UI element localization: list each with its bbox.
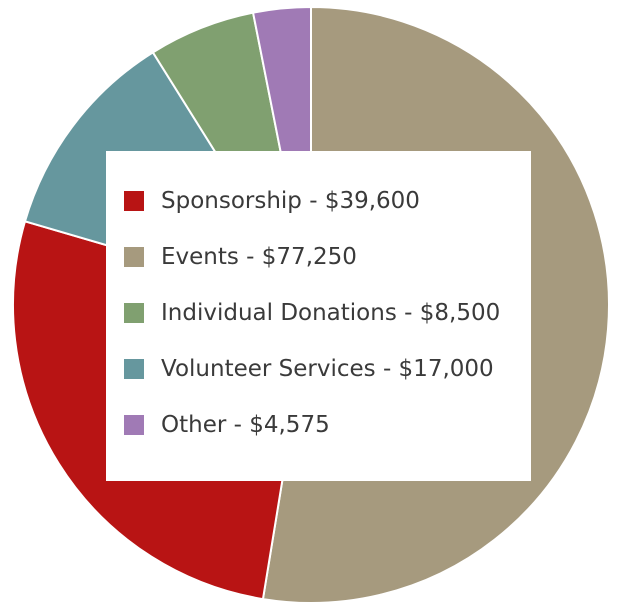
legend-item-individual-donations: Individual Donations - $8,500 — [124, 285, 531, 341]
legend-label-other: Other - $4,575 — [161, 412, 330, 438]
legend-item-events: Events - $77,250 — [124, 229, 531, 285]
legend-swatch-other — [124, 415, 144, 435]
legend-item-volunteer-services: Volunteer Services - $17,000 — [124, 341, 531, 397]
chart-legend: Sponsorship - $39,600 Events - $77,250 I… — [106, 151, 531, 481]
legend-swatch-volunteer-services — [124, 359, 144, 379]
legend-swatch-events — [124, 247, 144, 267]
legend-label-events: Events - $77,250 — [161, 244, 357, 270]
legend-swatch-individual-donations — [124, 303, 144, 323]
legend-label-individual-donations: Individual Donations - $8,500 — [161, 300, 501, 326]
legend-item-sponsorship: Sponsorship - $39,600 — [124, 173, 531, 229]
legend-swatch-sponsorship — [124, 191, 144, 211]
legend-label-sponsorship: Sponsorship - $39,600 — [161, 188, 420, 214]
legend-label-volunteer-services: Volunteer Services - $17,000 — [161, 356, 494, 382]
legend-item-other: Other - $4,575 — [124, 397, 531, 453]
